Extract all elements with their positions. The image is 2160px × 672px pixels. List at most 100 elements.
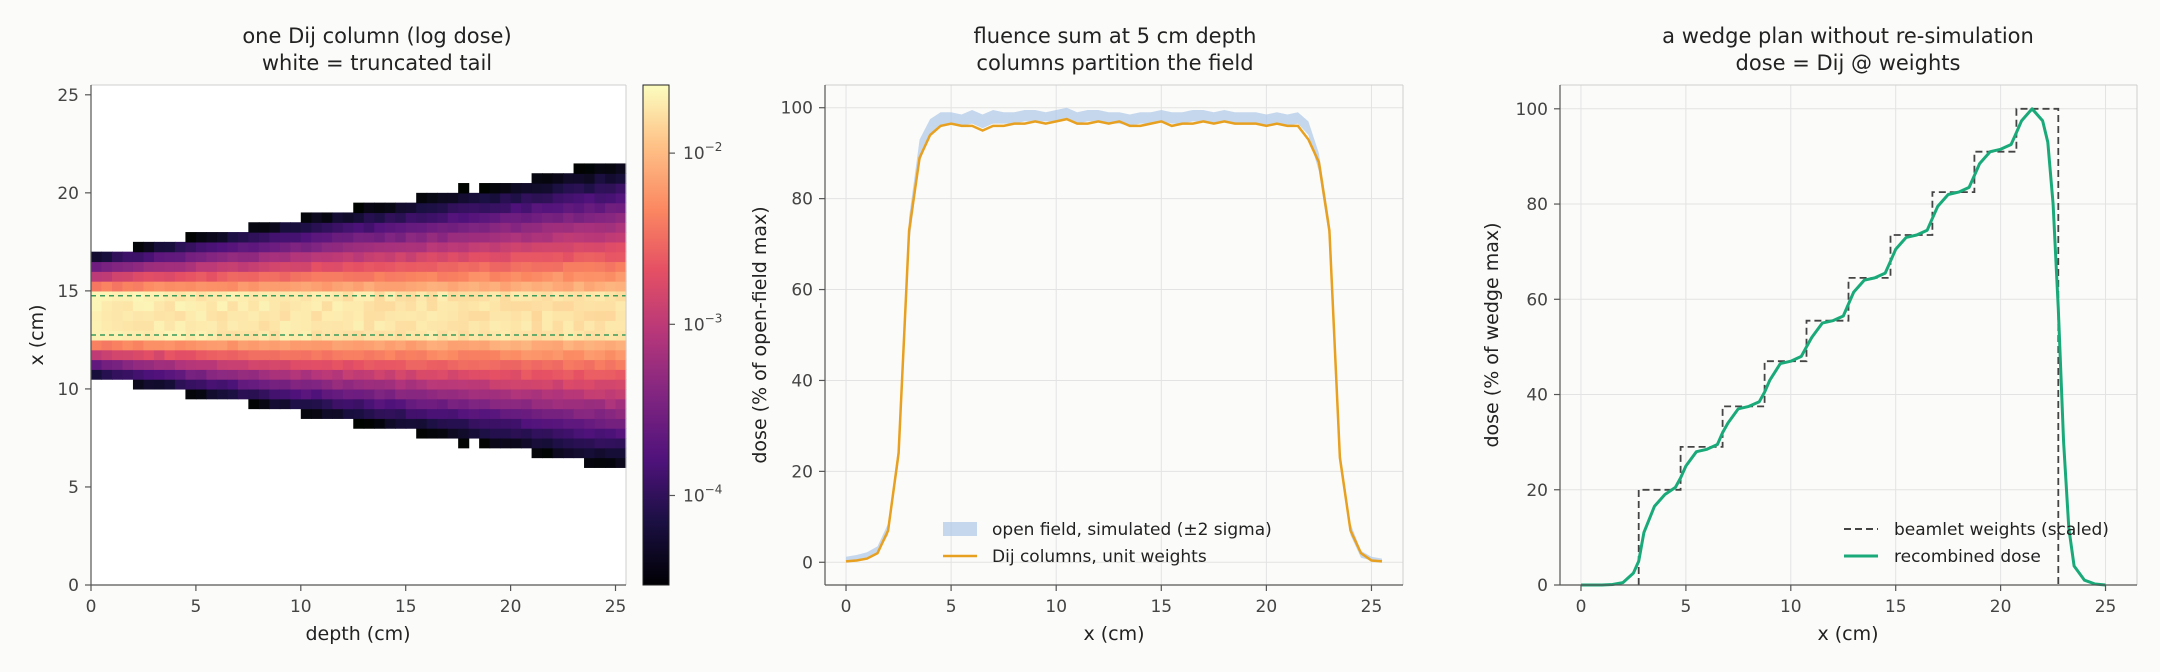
panel1-ytick-label: 5 — [68, 478, 79, 498]
heatmap-cell — [374, 369, 386, 380]
heatmap-cell — [521, 359, 533, 370]
heatmap-cell — [269, 339, 281, 351]
heatmap-cell — [332, 369, 344, 380]
heatmap-cell — [405, 281, 417, 292]
heatmap-cell — [290, 222, 302, 233]
heatmap-cell — [521, 320, 533, 331]
heatmap-cell — [594, 173, 606, 184]
heatmap-cell — [332, 339, 344, 351]
panel1-xtick-label: 0 — [86, 597, 97, 617]
heatmap-cell — [395, 212, 407, 223]
heatmap-cell — [321, 408, 333, 419]
heatmap-cell — [258, 398, 270, 410]
heatmap-cell — [290, 379, 302, 390]
heatmap-cell — [458, 437, 470, 449]
heatmap-cell — [91, 330, 103, 341]
heatmap-cell — [584, 300, 596, 312]
heatmap-cell — [300, 290, 312, 302]
heatmap-cell — [521, 212, 533, 223]
heatmap-cell — [216, 271, 228, 282]
panel2-axes: 0 5 10 15 20 25 0 20 40 60 80 100 — [781, 84, 1404, 617]
heatmap-cell — [489, 241, 501, 253]
heatmap-cell — [573, 173, 585, 184]
heatmap-cell — [353, 222, 365, 233]
heatmap-cell — [552, 437, 564, 449]
heatmap-cell — [426, 379, 438, 390]
heatmap-cell — [258, 261, 270, 272]
legend-label-dose: recombined dose — [1894, 547, 2041, 567]
heatmap-cell — [374, 202, 386, 214]
heatmap-cell — [269, 251, 281, 263]
heatmap-cell — [279, 359, 291, 370]
heatmap-cell — [321, 300, 333, 312]
heatmap-cell — [500, 428, 512, 439]
heatmap-cell — [405, 271, 417, 282]
heatmap-cell — [479, 271, 491, 282]
heatmap-cell — [300, 408, 312, 419]
heatmap-cell — [500, 339, 512, 351]
heatmap-cell — [605, 330, 617, 341]
heatmap-cell — [531, 310, 543, 321]
heatmap-cell — [531, 241, 543, 253]
heatmap-cell — [437, 222, 449, 233]
heatmap-cell — [332, 300, 344, 312]
heatmap-cell — [185, 300, 197, 312]
heatmap-cell — [437, 339, 449, 351]
heatmap-cell — [143, 339, 155, 351]
heatmap-cell — [321, 212, 333, 223]
heatmap-cell — [216, 300, 228, 312]
heatmap-cell — [468, 379, 480, 390]
panel2-subtitle: columns partition the field — [976, 51, 1253, 75]
heatmap-cell — [91, 320, 103, 331]
heatmap-cell — [605, 428, 617, 439]
heatmap-cell — [458, 418, 470, 429]
heatmap-cell — [353, 418, 365, 429]
heatmap-cell — [416, 339, 428, 351]
heatmap-cell — [353, 310, 365, 321]
heatmap-cell — [342, 408, 354, 419]
heatmap-cell — [384, 212, 396, 223]
heatmap-cell — [143, 300, 155, 312]
heatmap-cell — [290, 232, 302, 243]
heatmap-cell — [248, 232, 260, 243]
heatmap-cell — [332, 281, 344, 292]
heatmap-cell — [363, 320, 375, 331]
heatmap-cell — [458, 183, 470, 194]
heatmap-cell — [101, 261, 113, 272]
heatmap-cell — [111, 271, 124, 282]
heatmap-cell — [605, 192, 617, 204]
heatmap-cell — [374, 261, 386, 272]
panel3-series — [1581, 107, 2106, 587]
heatmap-cell — [563, 261, 575, 272]
heatmap-cell — [279, 222, 291, 233]
heatmap-cell — [216, 359, 228, 370]
heatmap-cell — [321, 388, 333, 400]
heatmap-cell — [584, 457, 596, 468]
heatmap-cell — [500, 379, 512, 390]
heatmap-cell — [584, 202, 596, 214]
heatmap-cell — [405, 222, 417, 233]
heatmap-cell — [206, 359, 218, 370]
panel3-xtick-label: 15 — [1885, 597, 1907, 617]
heatmap-cell — [91, 290, 103, 302]
heatmap-cell — [615, 251, 627, 263]
heatmap-cell — [206, 241, 218, 253]
heatmap-cell — [258, 369, 270, 380]
heatmap-cell — [563, 447, 575, 459]
heatmap-cell — [584, 398, 596, 410]
heatmap-cell — [311, 310, 323, 321]
heatmap-cell — [311, 408, 323, 419]
heatmap-cell — [563, 192, 575, 204]
heatmap-cell — [468, 192, 480, 204]
panel3-ytick-label: 20 — [1526, 481, 1548, 501]
heatmap-cell — [395, 281, 407, 292]
heatmap-cell — [479, 330, 491, 341]
heatmap-cell — [300, 281, 312, 292]
heatmap-cell — [510, 271, 522, 282]
heatmap-cell — [552, 290, 564, 302]
heatmap-cell — [531, 232, 543, 243]
heatmap-cell — [195, 232, 207, 243]
heatmap-cell — [468, 241, 480, 253]
heatmap-cell — [563, 251, 575, 263]
heatmap-cell — [405, 261, 417, 272]
